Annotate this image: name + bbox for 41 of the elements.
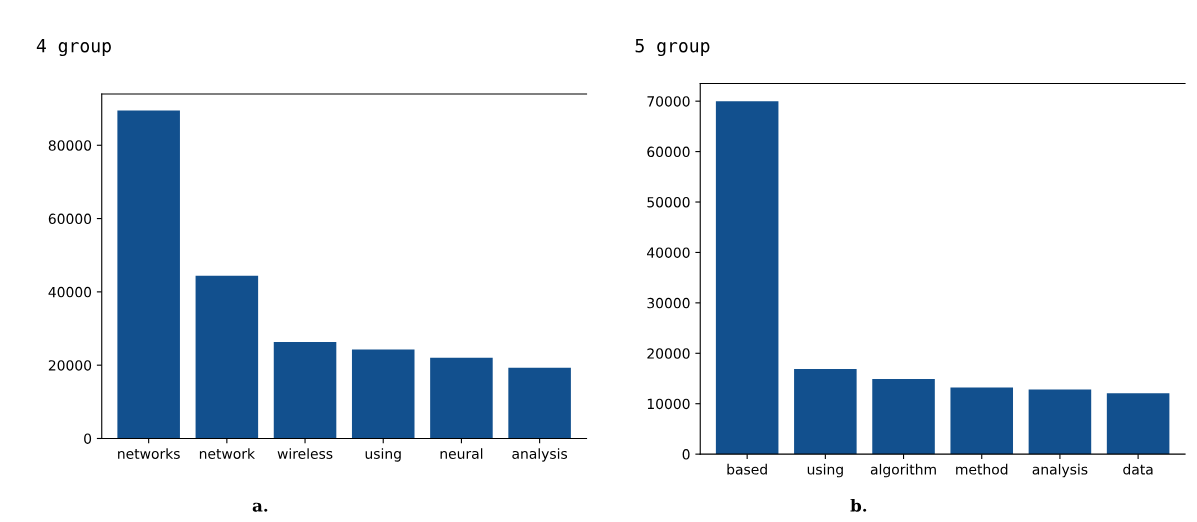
- chart-title: 4 group: [36, 39, 111, 57]
- x-tick-label: based: [727, 463, 767, 475]
- x-tick-label: method: [956, 463, 1008, 475]
- y-tick-label: 10000: [647, 398, 690, 410]
- x-tick-label: using: [807, 463, 843, 478]
- y-tick-label: 0: [682, 449, 690, 460]
- y-tick-label: 60000: [48, 213, 92, 225]
- text: b.: [850, 498, 867, 512]
- bar: [430, 357, 493, 439]
- y-tick-label: 60000: [647, 146, 690, 158]
- bar: [1028, 389, 1092, 455]
- bar: [351, 349, 415, 439]
- y-tick-label: 40000: [48, 286, 92, 298]
- x-tick-label: algorithm: [870, 463, 936, 478]
- bar: [195, 275, 259, 439]
- y-tick-label: 40000: [647, 247, 690, 258]
- x-tick-label: network: [199, 448, 256, 459]
- x-tick-label: neural: [440, 448, 483, 459]
- bar: [508, 367, 571, 439]
- x-tick-label: wireless: [277, 448, 333, 459]
- bar: [1106, 393, 1170, 455]
- y-tick-label: 20000: [647, 348, 690, 359]
- bar: [117, 110, 180, 439]
- y-tick-label: 80000: [48, 140, 92, 151]
- text: a.: [252, 502, 268, 512]
- y-tick-label: 70000: [647, 96, 690, 107]
- y-tick-label: 0: [84, 433, 92, 444]
- bar: [715, 101, 779, 455]
- y-tick-label: 50000: [647, 196, 690, 208]
- bar: [794, 368, 857, 455]
- x-tick-label: analysis: [512, 448, 568, 462]
- bar: [950, 387, 1014, 455]
- bar: [273, 342, 337, 439]
- x-tick-label: networks: [118, 448, 180, 459]
- bar: [872, 379, 935, 455]
- y-tick-label: 20000: [48, 360, 92, 371]
- x-tick-label: analysis: [1032, 463, 1088, 478]
- y-tick-label: 30000: [647, 297, 690, 309]
- x-tick-label: using: [365, 448, 401, 462]
- chart-title: 5 group: [635, 39, 710, 57]
- x-tick-label: data: [1123, 463, 1153, 475]
